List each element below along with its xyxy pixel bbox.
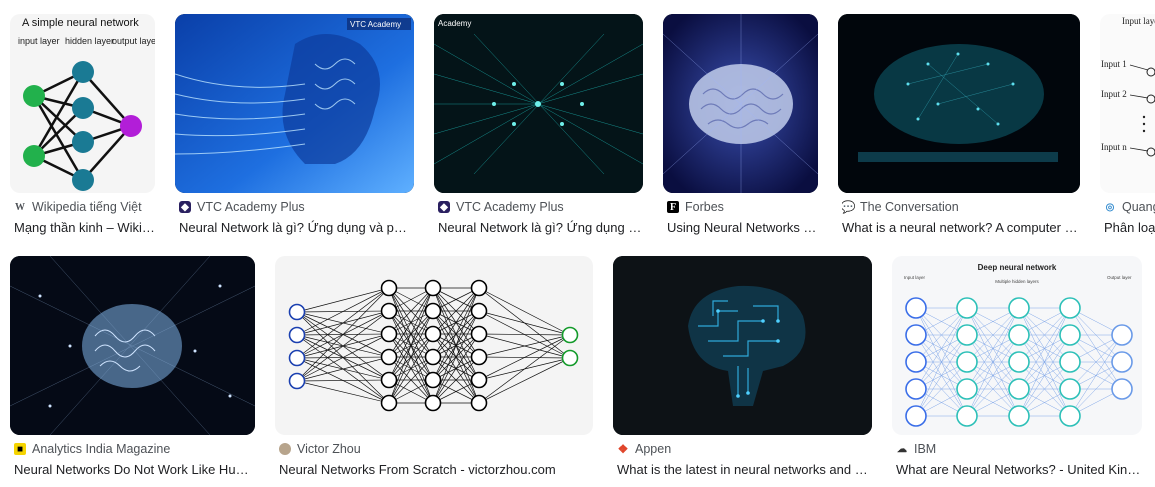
thumb-badge: Academy bbox=[438, 19, 471, 28]
result-source: IBM bbox=[914, 442, 937, 456]
appen-icon: ❖ bbox=[617, 442, 629, 456]
result-title[interactable]: Neural Network là gì? Ứng dụng và phân l… bbox=[179, 220, 414, 235]
thumb-label: Multiple hidden layers bbox=[995, 279, 1039, 284]
thumb-label: Input n bbox=[1101, 142, 1127, 152]
thumb-label: Input layer bbox=[904, 275, 926, 280]
result-source: Appen bbox=[635, 442, 672, 456]
thumb-label: hidden layer bbox=[65, 36, 114, 46]
thumb-heading: Deep neural network bbox=[978, 263, 1057, 272]
thumb-label: Input layer bbox=[1122, 16, 1155, 26]
result-source: Wikipedia tiếng Việt bbox=[32, 200, 142, 214]
the-conversation-icon: 💬 bbox=[842, 200, 856, 214]
thumb-label: input layer bbox=[18, 36, 60, 46]
result-source: Forbes bbox=[685, 200, 724, 214]
result-source: Victor Zhou bbox=[297, 442, 361, 456]
result-thumbnail[interactable]: VTC Academy bbox=[175, 14, 414, 193]
result-thumbnail[interactable] bbox=[10, 256, 255, 435]
thumb-label: output layer bbox=[112, 36, 155, 46]
result-title[interactable]: Neural Network là gì? Ứng dụng và phân l… bbox=[438, 220, 643, 235]
result-title[interactable]: Neural Networks Do Not Work Like Human B… bbox=[14, 462, 255, 477]
result-thumbnail[interactable]: Input layer Input 1 Input 2 Input n bbox=[1100, 14, 1155, 193]
result-title[interactable]: Using Neural Networks To Predict bbox=[667, 220, 818, 235]
result-thumbnail[interactable]: Deep neural network Input layer Multiple… bbox=[892, 256, 1142, 435]
vtc-academy-icon: ◆ bbox=[179, 201, 191, 213]
result-source: Quang bbox=[1122, 200, 1155, 214]
thumb-badge: VTC Academy bbox=[350, 20, 401, 29]
result-thumbnail[interactable] bbox=[275, 256, 593, 435]
thumb-label: Output layer bbox=[1107, 275, 1132, 280]
result-thumbnail[interactable] bbox=[613, 256, 872, 435]
result-source: VTC Academy Plus bbox=[197, 200, 305, 214]
quang-icon: ◎ bbox=[1105, 201, 1115, 213]
result-thumbnail[interactable] bbox=[663, 14, 818, 193]
result-title[interactable]: Neural Networks From Scratch - victorzho… bbox=[279, 462, 556, 477]
ibm-icon: ☁ bbox=[897, 443, 907, 455]
thumb-label: Input 2 bbox=[1101, 89, 1127, 99]
result-thumbnail[interactable]: Academy bbox=[434, 14, 643, 193]
thumb-heading: A simple neural network bbox=[22, 17, 139, 29]
thumb-label: Input 1 bbox=[1101, 59, 1127, 69]
result-source: Analytics India Magazine bbox=[32, 442, 171, 456]
result-title[interactable]: Phân loại bbox=[1104, 220, 1155, 235]
result-title[interactable]: What is a neural network? A computer sci… bbox=[842, 220, 1080, 235]
result-source: VTC Academy Plus bbox=[456, 200, 564, 214]
analytics-india-icon: ■ bbox=[14, 443, 26, 455]
victor-zhou-avatar-icon bbox=[279, 443, 291, 455]
result-title[interactable]: What are Neural Networks? - United Kingd… bbox=[896, 462, 1142, 477]
result-thumbnail[interactable] bbox=[838, 14, 1080, 193]
result-title[interactable]: Mạng thần kinh – Wikipedia tiếng Việt bbox=[14, 220, 155, 235]
result-thumbnail[interactable]: A simple neural network input layer hidd… bbox=[10, 14, 155, 193]
wikipedia-icon: W bbox=[15, 201, 25, 213]
vtc-academy-icon: ◆ bbox=[438, 201, 450, 213]
result-title[interactable]: What is the latest in neural networks an… bbox=[617, 462, 872, 477]
result-source: The Conversation bbox=[860, 200, 959, 214]
forbes-icon: F bbox=[667, 201, 679, 213]
